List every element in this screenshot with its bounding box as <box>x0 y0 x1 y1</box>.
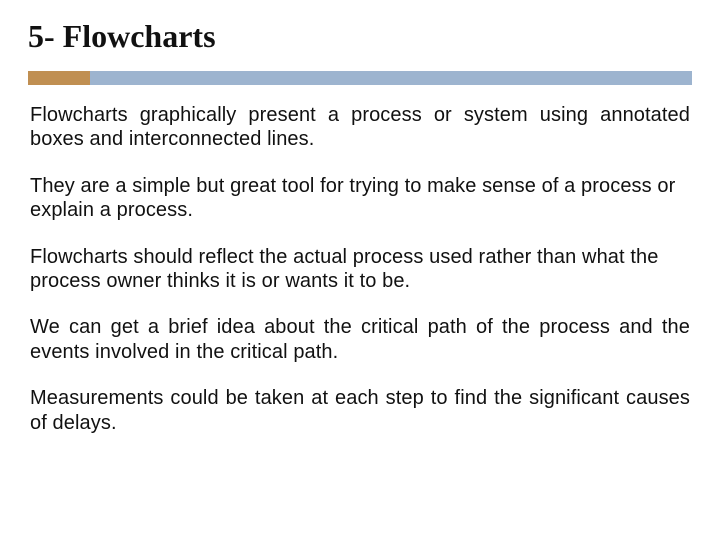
paragraph: Flowcharts graphically present a process… <box>30 103 690 152</box>
accent-bar <box>28 71 692 85</box>
paragraph: They are a simple but great tool for try… <box>30 174 690 223</box>
slide-title: 5- Flowcharts <box>28 18 692 55</box>
slide-body: Flowcharts graphically present a process… <box>28 103 692 435</box>
accent-bar-right <box>90 71 692 85</box>
paragraph: We can get a brief idea about the critic… <box>30 315 690 364</box>
paragraph: Flowcharts should reflect the actual pro… <box>30 245 690 294</box>
paragraph: Measurements could be taken at each step… <box>30 386 690 435</box>
slide: 5- Flowcharts Flowcharts graphically pre… <box>0 0 720 540</box>
accent-bar-left <box>28 71 90 85</box>
